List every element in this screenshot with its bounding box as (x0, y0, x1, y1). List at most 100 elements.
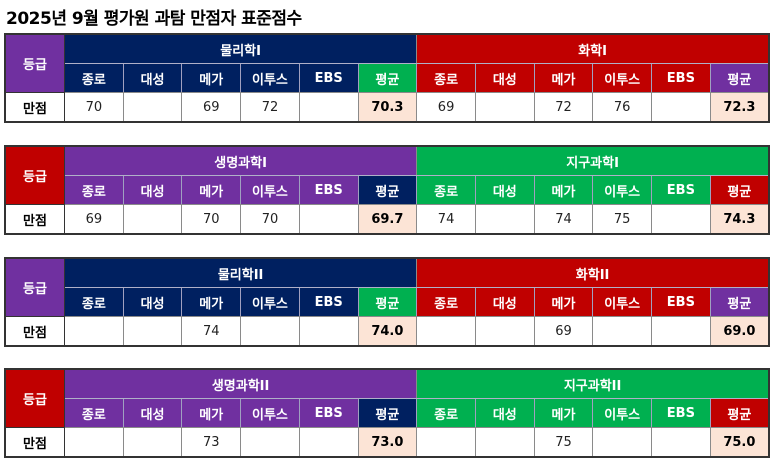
column-header-daesung: 대성 (474, 287, 535, 317)
column-header-daesung: 대성 (474, 398, 535, 428)
subject-header-right: 화학II (416, 257, 770, 288)
score-cell-left-average: 70.3 (357, 92, 418, 123)
column-header-ebs: EBS (298, 63, 359, 93)
column-header-daesung: 대성 (122, 287, 183, 317)
column-header-ebs: EBS (298, 287, 359, 317)
column-header-daesung: 대성 (122, 398, 183, 428)
score-cell-left-ebs (298, 92, 359, 123)
score-table-3: 등급 물리학II 화학II 종로 대성 메가 이투스 EBS 평균 종로 대성 메가 이투스 EBS 평균 만… (4, 257, 770, 347)
subject-header-row: 등급 생명과학II 지구과학II (4, 368, 770, 428)
subject-header-left: 물리학II (63, 257, 418, 288)
subject-header-right: 화학I (416, 33, 770, 64)
subject-header-row: 등급 물리학II 화학II (4, 257, 770, 317)
column-header-average: 평균 (357, 63, 418, 93)
row-label: 만점 (4, 316, 65, 347)
score-cell-left-etoos: 70 (240, 204, 300, 235)
subject-header-row: 등급 생명과학I 지구과학I (4, 145, 770, 205)
column-header-mega: 메가 (533, 287, 594, 317)
subject-header-left: 생명과학II (63, 368, 418, 399)
column-header-etoos: 이투스 (240, 175, 300, 205)
column-header-jongro: 종로 (64, 63, 124, 93)
column-header-jongro: 종로 (416, 398, 476, 428)
source-header-row: 종로 대성 메가 이투스 EBS 평균 종로 대성 메가 이투스 EBS 평균 (5, 175, 770, 205)
score-cell-right-daesung (474, 316, 535, 347)
score-cell-left-ebs (298, 204, 359, 235)
column-header-average: 평균 (357, 398, 418, 428)
column-header-mega: 메가 (181, 287, 242, 317)
score-cell-left-etoos (240, 316, 300, 347)
row-label: 만점 (4, 204, 65, 235)
grade-header: 등급 (4, 145, 65, 205)
column-header-jongro: 종로 (64, 398, 124, 428)
column-header-etoos: 이투스 (592, 175, 653, 205)
score-cell-right-mega: 72 (533, 92, 594, 123)
score-cell-right-daesung (474, 204, 535, 235)
column-header-etoos: 이투스 (240, 63, 300, 93)
score-cell-left-average: 69.7 (357, 204, 418, 235)
subject-header-left: 생명과학I (63, 145, 418, 176)
score-table-2: 등급 생명과학I 지구과학I 종로 대성 메가 이투스 EBS 평균 종로 대성 메가 이투스 EBS 평균… (4, 145, 770, 235)
column-header-ebs: EBS (651, 398, 711, 428)
column-header-ebs: EBS (651, 175, 711, 205)
row-label: 만점 (4, 427, 65, 458)
score-cell-right-etoos (592, 427, 653, 458)
score-cell-right-jongro: 74 (416, 204, 476, 235)
score-table-1: 등급 물리학I 화학I 종로 대성 메가 이투스 EBS 평균 종로 대성 메가 이투스 EBS 평균 만점 7… (4, 33, 770, 123)
score-cell-right-etoos: 76 (592, 92, 653, 123)
grade-header: 등급 (4, 33, 65, 93)
score-cell-left-daesung (122, 92, 183, 123)
score-cell-left-mega: 69 (181, 92, 242, 123)
column-header-ebs: EBS (298, 398, 359, 428)
grade-header: 등급 (4, 257, 65, 317)
column-header-etoos: 이투스 (592, 287, 653, 317)
score-cell-left-jongro (64, 427, 124, 458)
score-cell-right-etoos (592, 316, 653, 347)
column-header-daesung: 대성 (474, 175, 535, 205)
table-row: 만점 69 70 70 69.7 74 74 75 74.3 (4, 204, 770, 235)
score-cell-right-ebs (651, 204, 711, 235)
score-cell-right-average: 69.0 (709, 316, 770, 347)
column-header-mega: 메가 (533, 63, 594, 93)
score-cell-left-average: 74.0 (357, 316, 418, 347)
column-header-mega: 메가 (533, 398, 594, 428)
column-header-average: 평균 (709, 63, 770, 93)
score-cell-right-ebs (651, 427, 711, 458)
column-header-etoos: 이투스 (240, 398, 300, 428)
score-cell-right-daesung (474, 92, 535, 123)
score-cell-right-average: 72.3 (709, 92, 770, 123)
grade-header: 등급 (4, 368, 65, 428)
column-header-etoos: 이투스 (592, 63, 653, 93)
column-header-average: 평균 (709, 398, 770, 428)
table-row: 만점 70 69 72 70.3 69 72 76 72.3 (4, 92, 770, 123)
column-header-average: 평균 (357, 175, 418, 205)
column-header-daesung: 대성 (122, 175, 183, 205)
score-cell-left-jongro: 69 (64, 204, 124, 235)
score-cell-right-jongro: 69 (416, 92, 476, 123)
score-cell-left-jongro: 70 (64, 92, 124, 123)
subject-header-right: 지구과학I (416, 145, 770, 176)
score-cell-left-daesung (122, 427, 183, 458)
subject-header-row: 등급 물리학I 화학I (4, 33, 770, 93)
score-cell-left-jongro (64, 316, 124, 347)
source-header-row: 종로 대성 메가 이투스 EBS 평균 종로 대성 메가 이투스 EBS 평균 (5, 398, 770, 428)
score-cell-left-ebs (298, 316, 359, 347)
score-cell-right-average: 75.0 (709, 427, 770, 458)
source-header-row: 종로 대성 메가 이투스 EBS 평균 종로 대성 메가 이투스 EBS 평균 (5, 63, 770, 93)
column-header-ebs: EBS (651, 63, 711, 93)
column-header-mega: 메가 (181, 398, 242, 428)
score-cell-right-etoos: 75 (592, 204, 653, 235)
column-header-jongro: 종로 (64, 287, 124, 317)
subject-header-left: 물리학I (63, 33, 418, 64)
score-cell-left-etoos (240, 427, 300, 458)
column-header-etoos: 이투스 (240, 287, 300, 317)
column-header-jongro: 종로 (416, 63, 476, 93)
score-cell-right-mega: 74 (533, 204, 594, 235)
column-header-average: 평균 (709, 287, 770, 317)
score-table-4: 등급 생명과학II 지구과학II 종로 대성 메가 이투스 EBS 평균 종로 대성 메가 이투스 EBS… (4, 368, 770, 458)
column-header-average: 평균 (709, 175, 770, 205)
column-header-etoos: 이투스 (592, 398, 653, 428)
score-cell-right-jongro (416, 316, 476, 347)
column-header-mega: 메가 (181, 175, 242, 205)
subject-header-right: 지구과학II (416, 368, 770, 399)
column-header-jongro: 종로 (416, 175, 476, 205)
